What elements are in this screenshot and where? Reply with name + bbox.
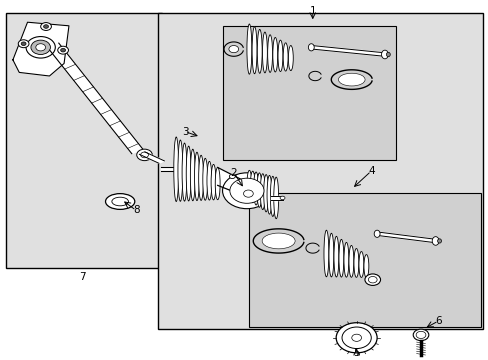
Ellipse shape bbox=[198, 155, 203, 201]
Ellipse shape bbox=[272, 37, 277, 72]
Ellipse shape bbox=[18, 40, 29, 48]
Ellipse shape bbox=[431, 237, 438, 245]
Text: 5: 5 bbox=[353, 348, 359, 358]
Polygon shape bbox=[160, 167, 180, 171]
Ellipse shape bbox=[246, 24, 251, 74]
Ellipse shape bbox=[215, 167, 220, 200]
Text: 4: 4 bbox=[367, 166, 374, 176]
Bar bbox=[249, 193, 480, 327]
Ellipse shape bbox=[211, 165, 216, 200]
Ellipse shape bbox=[36, 44, 45, 51]
Ellipse shape bbox=[324, 230, 328, 277]
Ellipse shape bbox=[257, 173, 262, 207]
Ellipse shape bbox=[112, 197, 128, 206]
Ellipse shape bbox=[253, 172, 258, 205]
Polygon shape bbox=[271, 196, 282, 200]
Ellipse shape bbox=[364, 274, 380, 285]
Ellipse shape bbox=[262, 32, 267, 73]
Polygon shape bbox=[217, 167, 249, 198]
Ellipse shape bbox=[278, 40, 283, 72]
Ellipse shape bbox=[206, 161, 211, 200]
Ellipse shape bbox=[252, 27, 257, 74]
Polygon shape bbox=[48, 43, 142, 154]
Ellipse shape bbox=[386, 52, 389, 57]
Polygon shape bbox=[311, 45, 384, 56]
Ellipse shape bbox=[21, 42, 26, 45]
Text: 6: 6 bbox=[434, 316, 441, 326]
Polygon shape bbox=[13, 22, 69, 76]
Ellipse shape bbox=[26, 37, 55, 58]
Ellipse shape bbox=[288, 45, 293, 71]
Ellipse shape bbox=[229, 174, 235, 179]
Ellipse shape bbox=[137, 149, 152, 161]
Ellipse shape bbox=[61, 48, 65, 52]
Ellipse shape bbox=[105, 194, 135, 210]
Ellipse shape bbox=[228, 45, 238, 53]
Ellipse shape bbox=[308, 44, 314, 51]
Ellipse shape bbox=[353, 248, 358, 277]
Ellipse shape bbox=[229, 178, 264, 203]
Ellipse shape bbox=[194, 152, 199, 201]
Ellipse shape bbox=[348, 246, 353, 277]
Ellipse shape bbox=[351, 334, 361, 341]
Bar bbox=[222, 26, 395, 160]
Ellipse shape bbox=[182, 143, 186, 201]
Ellipse shape bbox=[141, 152, 148, 158]
Ellipse shape bbox=[263, 175, 268, 212]
Ellipse shape bbox=[335, 323, 376, 353]
Ellipse shape bbox=[367, 276, 376, 283]
Ellipse shape bbox=[280, 196, 285, 200]
Ellipse shape bbox=[333, 236, 338, 277]
Polygon shape bbox=[377, 232, 435, 243]
Polygon shape bbox=[139, 152, 164, 163]
Ellipse shape bbox=[178, 140, 183, 201]
Ellipse shape bbox=[373, 230, 379, 237]
Ellipse shape bbox=[260, 174, 264, 210]
Ellipse shape bbox=[43, 25, 48, 28]
Ellipse shape bbox=[250, 171, 255, 203]
Text: 1: 1 bbox=[309, 6, 315, 16]
Ellipse shape bbox=[257, 30, 262, 73]
Ellipse shape bbox=[246, 170, 251, 201]
Text: 8: 8 bbox=[133, 206, 139, 216]
Ellipse shape bbox=[222, 173, 271, 209]
Ellipse shape bbox=[273, 177, 278, 219]
Ellipse shape bbox=[415, 331, 425, 338]
Text: 2: 2 bbox=[230, 168, 237, 178]
Text: 3: 3 bbox=[182, 127, 188, 136]
Ellipse shape bbox=[358, 252, 363, 278]
Ellipse shape bbox=[190, 149, 195, 201]
Ellipse shape bbox=[341, 327, 370, 348]
Ellipse shape bbox=[173, 137, 178, 202]
Ellipse shape bbox=[363, 255, 368, 278]
Ellipse shape bbox=[203, 158, 207, 200]
Ellipse shape bbox=[283, 43, 287, 71]
Ellipse shape bbox=[267, 35, 272, 72]
Ellipse shape bbox=[31, 40, 50, 54]
Ellipse shape bbox=[338, 73, 365, 86]
Ellipse shape bbox=[58, 46, 68, 54]
Ellipse shape bbox=[437, 239, 441, 243]
Ellipse shape bbox=[266, 175, 271, 214]
Ellipse shape bbox=[328, 233, 333, 277]
Ellipse shape bbox=[41, 23, 51, 31]
Ellipse shape bbox=[412, 329, 428, 341]
Ellipse shape bbox=[270, 176, 275, 216]
Ellipse shape bbox=[243, 190, 253, 197]
Bar bbox=[158, 13, 483, 329]
Bar bbox=[5, 13, 161, 268]
Ellipse shape bbox=[186, 146, 191, 201]
Ellipse shape bbox=[343, 242, 348, 277]
Ellipse shape bbox=[338, 239, 343, 277]
Ellipse shape bbox=[381, 50, 387, 59]
Text: 7: 7 bbox=[79, 272, 86, 282]
Ellipse shape bbox=[262, 233, 295, 249]
